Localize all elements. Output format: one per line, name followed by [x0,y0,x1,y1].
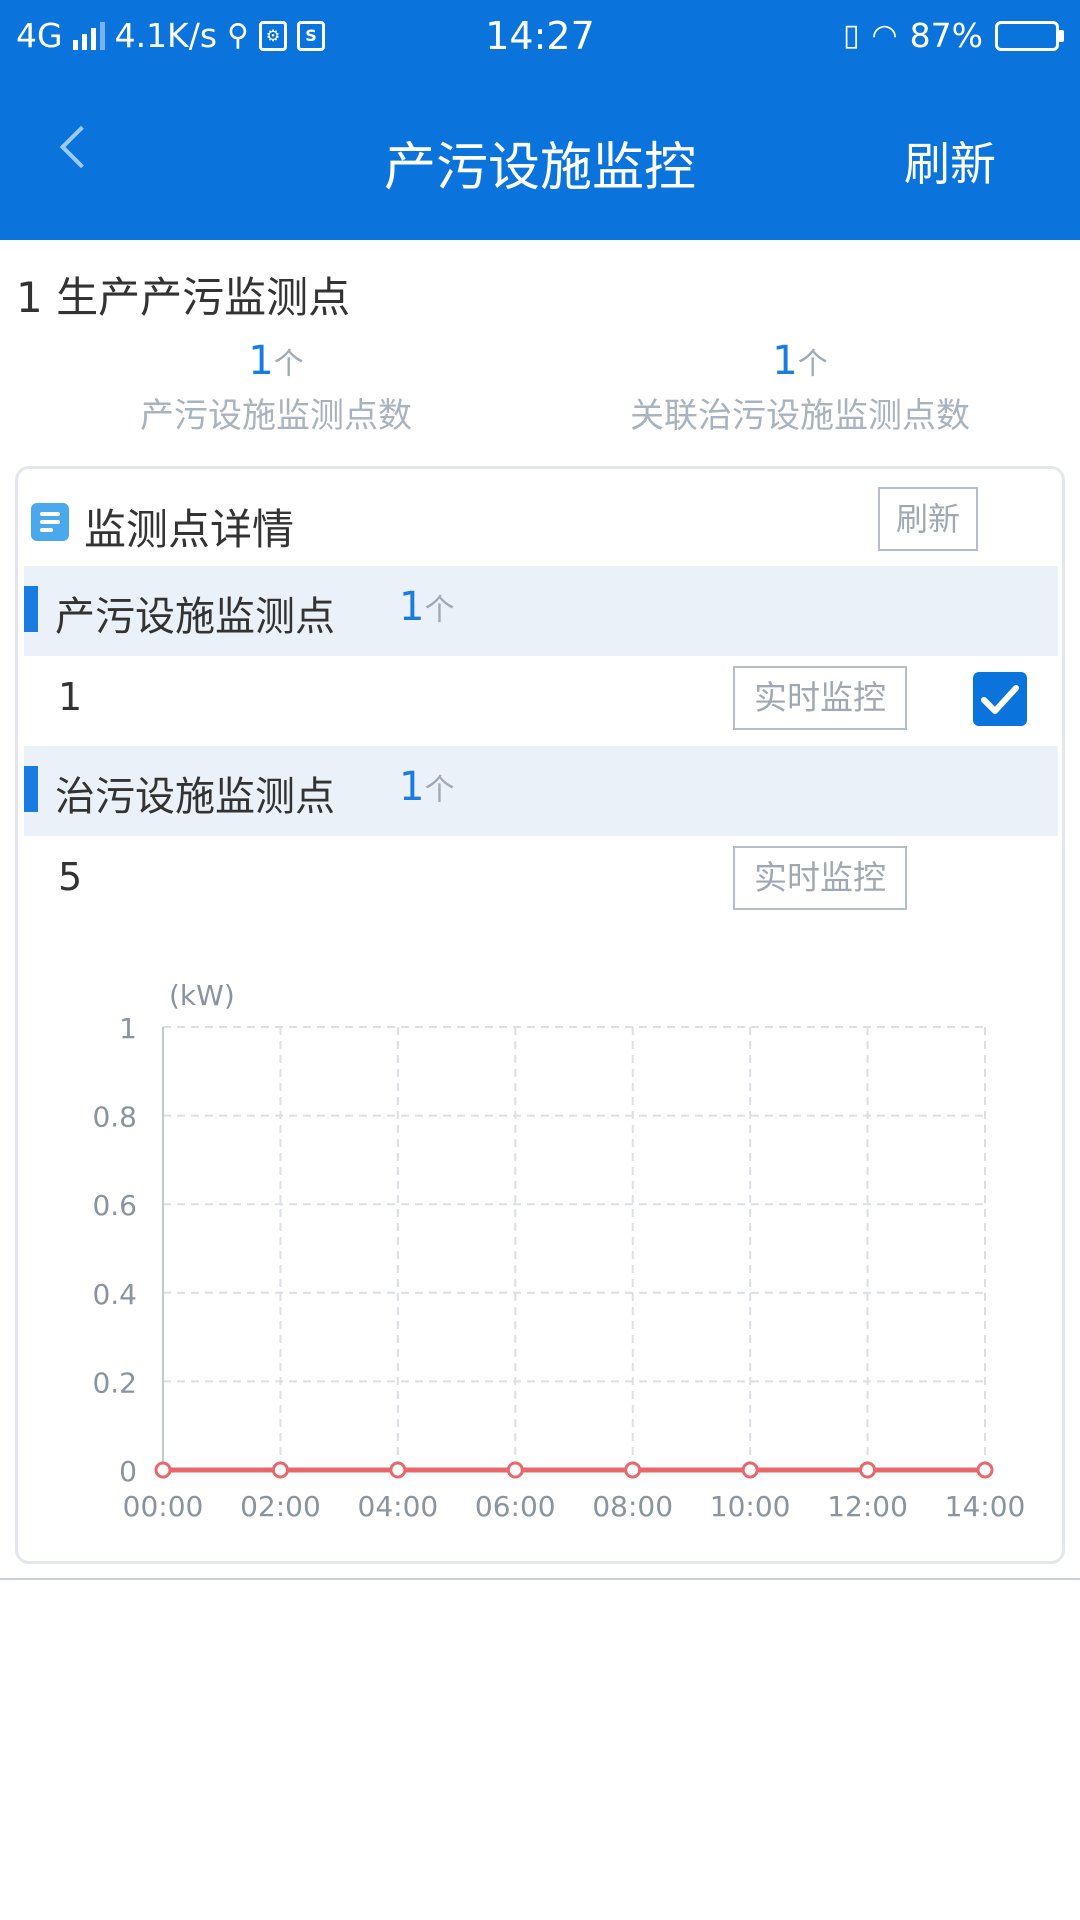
header-refresh-button[interactable]: 刷新 [904,137,996,191]
stat-value: 1 [248,338,274,384]
data-point [154,1461,172,1479]
group-marker [24,586,38,632]
section-title: 1 生产产污监测点 [16,273,351,322]
wifi-icon: ◠ [871,18,898,53]
stat-unit: 个 [797,347,828,382]
data-point [859,1461,877,1479]
status-time: 14:27 [485,14,595,58]
data-point [506,1461,524,1479]
y-tick-label: 0.2 [92,1366,137,1399]
group-name: 产污设施监测点 [55,594,335,640]
monitor-point-id: 5 [58,855,83,899]
status-bar: 4G 4.1K/s ⚲ ⚙ S 14:27 ▯ ◠ 87% ⚡ [0,0,1080,75]
data-point [389,1461,407,1479]
network-speed: 4.1K/s [114,16,218,55]
x-tick-label: 14:00 [945,1490,1026,1523]
divider [0,1578,1080,1580]
group-count-value: 1 [399,764,425,810]
sim-icon: S [297,20,325,51]
power-line-chart: 0 0.2 0.4 0.6 0.8 1 00:00 02:00 04:00 06:00 08:00 1… [92,979,1026,1523]
realtime-monitor-button[interactable]: 实时监控 [733,846,907,910]
app-header: 4G 4.1K/s ⚲ ⚙ S 14:27 ▯ ◠ 87% ⚡ 产污设施监控 刷… [0,0,1080,240]
x-tick-label: 10:00 [710,1490,791,1523]
group-count-value: 1 [399,584,425,630]
stat-linked-treatment-points: 1个 关联治污设施监测点数 [610,338,990,437]
stat-pollution-facility-points: 1个 产污设施监测点数 [126,338,426,437]
group-count: 1个 [399,764,454,810]
stat-label: 关联治污设施监测点数 [630,396,970,436]
x-tick-label: 06:00 [475,1490,556,1523]
stat-unit: 个 [273,347,304,382]
monitoring-detail-card: 监测点详情 刷新 产污设施监测点 1个 1 实时监控 治污设施监测点 1个 5 … [15,466,1065,1564]
card-title: 监测点详情 [84,505,295,554]
y-tick-label: 0 [119,1455,137,1488]
group-treatment-facility: 治污设施监测点 1个 [24,746,1058,836]
usb-icon: ⚲ [227,18,249,53]
y-tick-label: 0.6 [92,1189,137,1222]
x-tick-label: 02:00 [240,1490,321,1523]
stat-value: 1 [772,338,798,384]
vibrate-icon: ▯ [842,18,860,53]
x-tick-label: 08:00 [592,1490,673,1523]
network-type: 4G [16,16,63,55]
y-axis-label: (kW) [169,979,235,1012]
x-tick-label: 00:00 [123,1490,204,1523]
x-tick-label: 12:00 [827,1490,908,1523]
x-tick-label: 04:00 [358,1490,439,1523]
card-refresh-button[interactable]: 刷新 [878,487,978,551]
data-point [624,1461,642,1479]
data-point [976,1461,994,1479]
data-point [271,1461,289,1479]
realtime-monitor-button[interactable]: 实时监控 [733,666,907,730]
monitor-point-checkbox[interactable] [973,672,1027,726]
group-count-unit: 个 [424,773,455,808]
group-pollution-facility: 产污设施监测点 1个 [24,566,1058,656]
battery-icon: ⚡ [995,20,1064,51]
signal-icon [72,21,105,50]
monitor-point-id: 1 [58,675,83,719]
group-count: 1个 [399,584,454,630]
y-tick-label: 0.8 [92,1101,137,1134]
page-title: 产污设施监控 [383,138,696,198]
group-name: 治污设施监测点 [55,774,335,820]
document-icon [31,503,69,541]
y-tick-label: 1 [119,1012,137,1045]
stat-label: 产污设施监测点数 [140,396,412,436]
group-marker [24,766,38,812]
y-tick-label: 0.4 [92,1278,137,1311]
check-icon [981,685,1019,714]
usb-debug-icon: ⚙ [259,20,287,51]
battery-level: 87% [909,16,983,55]
group-count-unit: 个 [424,593,455,628]
data-point [741,1461,759,1479]
